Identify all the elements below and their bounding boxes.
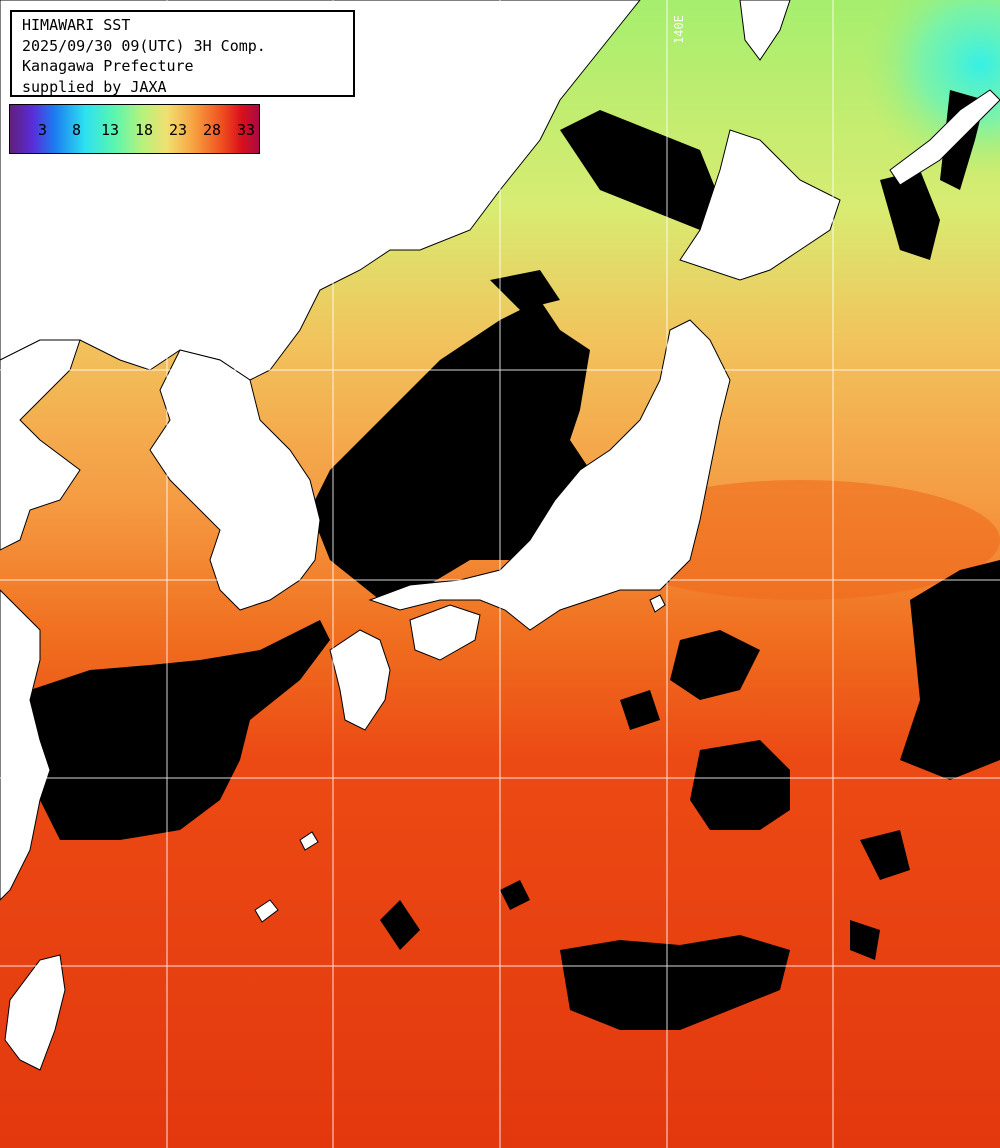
land-korea bbox=[149, 349, 321, 611]
legend-label: 13 bbox=[101, 121, 120, 139]
longitude-label: 140E bbox=[672, 15, 686, 44]
land-hokkaido bbox=[679, 129, 841, 281]
legend-label: 8 bbox=[72, 121, 82, 139]
land-kyushu bbox=[329, 629, 391, 731]
legend-label: 33 bbox=[237, 121, 256, 139]
legend-label: 28 bbox=[203, 121, 222, 139]
land-china-coast bbox=[0, 339, 81, 551]
land-okinawa bbox=[254, 899, 279, 923]
latitude-label: 40N bbox=[14, 354, 36, 368]
legend-label: 3 bbox=[38, 121, 48, 139]
title-product: HIMAWARI SST bbox=[22, 16, 131, 34]
title-datetime: 2025/09/30 09(UTC) 3H Comp. bbox=[22, 36, 266, 55]
land-taiwan bbox=[4, 954, 66, 1071]
land-honshu bbox=[368, 319, 731, 631]
title-region: Kanagawa Prefecture bbox=[22, 57, 194, 75]
title-box: HIMAWARI SST 2025/09/30 09(UTC) 3H Comp.… bbox=[10, 10, 355, 97]
land-shikoku bbox=[409, 604, 481, 661]
land-izu bbox=[649, 594, 666, 613]
legend-label: 23 bbox=[169, 121, 188, 139]
land-sakhalin bbox=[739, 0, 791, 61]
cloud-mask bbox=[20, 90, 1000, 1030]
legend-label: 18 bbox=[135, 121, 154, 139]
land-kurils bbox=[889, 89, 1000, 186]
land-amami bbox=[299, 831, 319, 851]
color-scale-legend: 3 8 13 18 23 28 33 bbox=[9, 104, 260, 154]
land-china-south bbox=[0, 589, 51, 901]
title-source: supplied by JAXA bbox=[22, 77, 167, 96]
